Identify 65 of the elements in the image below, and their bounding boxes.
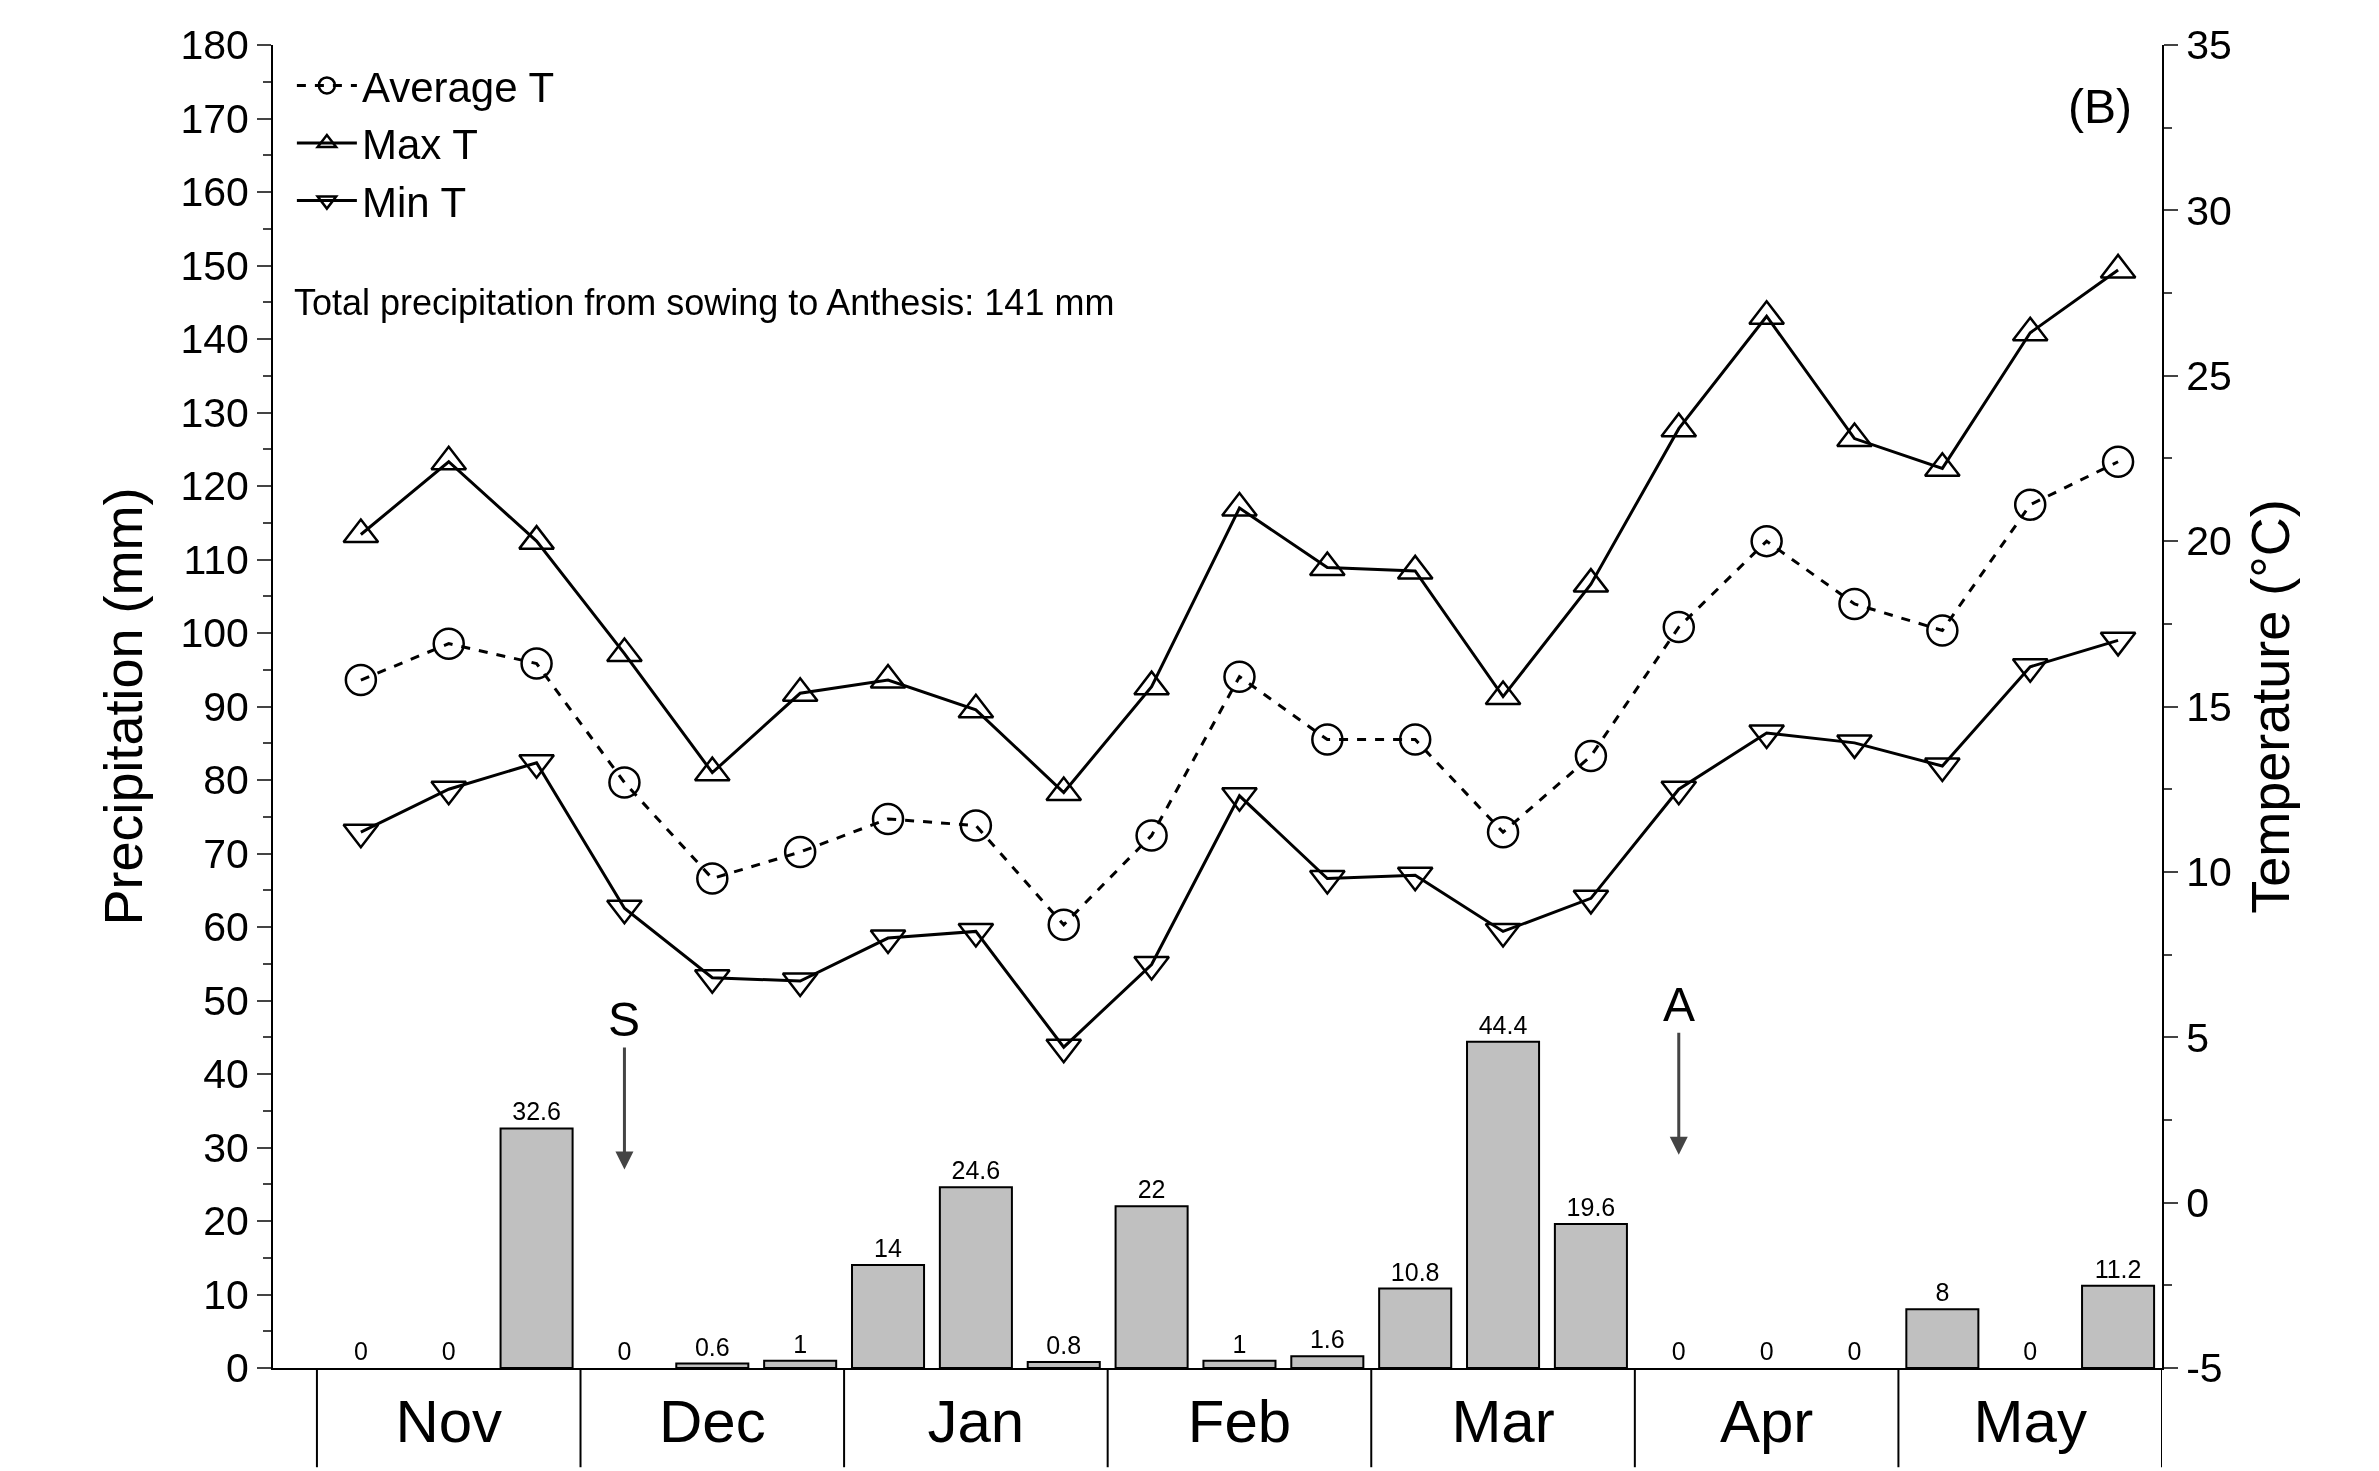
y2-tick-label: 20 [2186,518,2232,565]
y-axis-title: Precipitation (mm) [93,487,154,926]
annotation: S [608,993,641,1046]
y-tick-label: 150 [180,242,249,289]
annotation: (B) [2068,80,2132,133]
annotation: Total precipitation from sowing to Anthesis: 141 mm [294,282,1115,323]
y-tick-label: 70 [203,830,249,877]
y2-tick-label: 0 [2186,1179,2210,1226]
data-label: 11.2 [2094,1254,2142,1283]
data-label: 0 [1759,1337,1774,1365]
y-tick-label: 10 [203,1271,249,1318]
y2-tick-label: 5 [2186,1014,2210,1061]
y2-tick-label: 10 [2186,849,2232,896]
x-tick-label: Mar [1451,1388,1555,1455]
data-label: 8 [1935,1278,1950,1307]
legend-label: Min T [361,178,467,226]
data-label: 0 [2023,1337,2038,1365]
data-label: 1 [1232,1329,1247,1358]
data-label: 0.8 [1046,1331,1082,1360]
y-tick-label: 120 [180,463,249,510]
y-tick-label: 50 [203,977,249,1024]
x-tick-label: Apr [1719,1388,1814,1455]
legend-label: Average T [361,63,555,111]
y2-tick-label: 25 [2186,353,2232,400]
y-tick-label: 80 [203,757,249,804]
data-label: 14 [874,1234,902,1263]
x-tick-label: Nov [395,1388,503,1455]
data-label: 0 [617,1337,632,1365]
x-tick-label: Feb [1187,1388,1292,1455]
data-label: 1 [793,1329,808,1358]
x-tick-label: Jan [927,1388,1025,1455]
y-tick-label: 170 [180,95,249,142]
data-label: 10.8 [1390,1257,1440,1286]
data-label: 0 [1671,1337,1686,1365]
y2-tick-label: 30 [2186,187,2232,234]
y2-tick-label: 15 [2186,683,2232,730]
data-label: 44.4 [1478,1010,1528,1039]
y-tick-label: 40 [203,1051,249,1098]
y-tick-label: 100 [180,610,249,657]
data-label: 0.6 [694,1332,730,1361]
y-tick-label: 160 [180,169,249,216]
y-tick-label: 60 [203,904,249,951]
data-label: 22 [1137,1175,1166,1204]
y-tick-label: 140 [180,316,249,363]
y-tick-label: 90 [203,683,249,730]
annotation: A [1663,978,1696,1031]
y-tick-label: 110 [183,536,249,583]
y-tick-label: 180 [180,22,249,69]
y2-tick-label: 35 [2186,22,2232,69]
data-label: 0 [1847,1337,1862,1365]
y2-tick-label: -5 [2186,1345,2223,1392]
data-label: 0 [353,1337,368,1365]
y-tick-label: 20 [203,1198,249,1245]
y-tick-label: 130 [180,389,249,436]
data-label: 0 [441,1337,456,1365]
y-tick-label: 0 [225,1345,249,1392]
y-tick-label: 30 [203,1124,249,1171]
y2-axis-title: Temperature (°C) [2239,499,2300,914]
data-label: 19.6 [1566,1192,1616,1221]
data-label: 1.6 [1309,1325,1345,1354]
data-label: 32.6 [512,1097,561,1126]
x-tick-label: Dec [658,1388,766,1455]
x-tick-label: May [1973,1388,2087,1455]
data-label: 24.6 [951,1156,1001,1185]
legend-label: Max T [361,121,478,169]
